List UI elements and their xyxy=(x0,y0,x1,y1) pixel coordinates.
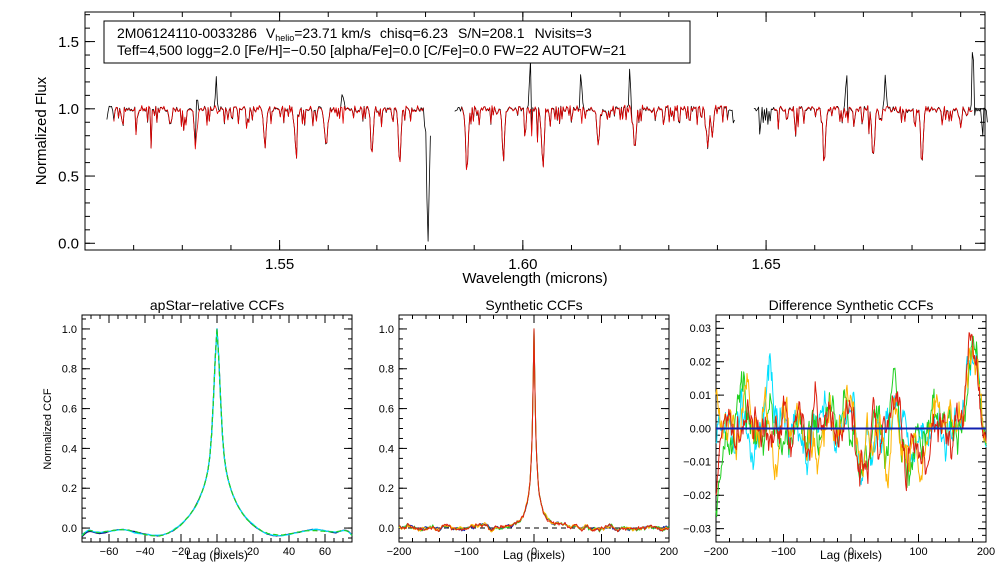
synthetic-title: Synthetic CCFs xyxy=(485,297,582,313)
apstar-frame xyxy=(81,314,353,543)
x-tick-label: 100 xyxy=(909,546,927,558)
apstar-ticks: −60 −40 −20 0 20 40 60 0.0 0.2 0.4 0.6 0.8 1.0 xyxy=(62,315,353,558)
synthetic-ticks: −200 −100 0 100 200 0.0 0.2 0.4 0.6 0.8 1.0 xyxy=(379,315,678,558)
y-tick-label: 0.8 xyxy=(379,364,394,376)
x-tick-label: 60 xyxy=(319,546,331,558)
y-tick-label: 1.5 xyxy=(58,34,79,51)
ccf-line-visit-3 xyxy=(81,328,353,537)
x-tick-label: −20 xyxy=(172,546,191,558)
y-tick-label: 0.01 xyxy=(690,390,711,402)
model-spectrum xyxy=(773,105,973,162)
y-tick-label: 0.0 xyxy=(379,523,394,535)
x-tick-label: −40 xyxy=(136,546,155,558)
x-tick-label: 0 xyxy=(214,546,220,558)
x-tick-label: −100 xyxy=(771,546,796,558)
spectrum-ticks: 1.55 1.60 1.65 0.0 0.5 1.0 1.5 xyxy=(58,12,985,273)
vhelio-subscript: helio xyxy=(275,33,294,43)
model-spectrum xyxy=(461,104,728,171)
x-tick-label: 20 xyxy=(247,546,259,558)
y-tick-label: 0.02 xyxy=(690,357,711,369)
synthetic-xlabel: Lag (pixels) xyxy=(503,548,565,562)
x-tick-label: −100 xyxy=(454,546,479,558)
y-tick-label: −0.03 xyxy=(683,523,711,535)
star-id: 2M06124110-0033286 xyxy=(117,25,257,41)
info-box xyxy=(103,20,691,64)
vhelio-value: =23.71 km/s xyxy=(294,25,371,41)
vhelio-prefix: V xyxy=(266,25,276,41)
y-tick-label: 0.4 xyxy=(379,443,394,455)
spectrum-panel: 1.55 1.60 1.65 0.0 0.5 1.0 1.5 Normalized Flux… xyxy=(33,11,988,287)
chisq-value: chisq=6.23 xyxy=(380,25,448,41)
difference-xlabel: Lag (pixels) xyxy=(820,548,882,562)
ccf-line-visit-1 xyxy=(81,328,353,538)
y-tick-label: 0.00 xyxy=(690,423,711,435)
x-tick-label: −200 xyxy=(387,546,412,558)
y-tick-label: 0.2 xyxy=(62,483,77,495)
ccf-line-visit-2 xyxy=(81,328,353,537)
y-tick-label: 1.0 xyxy=(379,324,394,336)
x-tick-label: 1.55 xyxy=(265,256,294,273)
apstar-ylabel: Normalized CCF xyxy=(42,388,54,470)
spectrum-curves xyxy=(106,52,988,242)
synthetic-ccf-s4 xyxy=(398,328,670,533)
difference-ticks: −200 −100 0 100 200 −0.03 −0.02 −0.01 0.00 0.01 0.… xyxy=(683,314,995,558)
apstar-title: apStar−relative CCFs xyxy=(150,297,284,313)
nvisits-value: Nvisits=3 xyxy=(535,25,592,41)
difference-ccf-d1 xyxy=(715,343,987,486)
y-tick-label: 0.03 xyxy=(690,323,711,335)
y-tick-label: −0.02 xyxy=(683,490,711,502)
y-tick-label: 0.4 xyxy=(62,443,77,455)
x-tick-label: −200 xyxy=(704,546,729,558)
y-tick-label: 0.5 xyxy=(58,168,79,185)
apstar-ccf-panel: −60 −40 −20 0 20 40 60 0.0 0.2 0.4 0.6 0.8 1.0 apSta… xyxy=(42,297,353,562)
x-tick-label: 200 xyxy=(660,546,678,558)
y-tick-label: 1.0 xyxy=(58,101,79,118)
spectrum-xlabel: Wavelength (microns) xyxy=(462,270,607,287)
info-line-2: Teff=4,500 logg=2.0 [Fe/H]=−0.50 [alpha/… xyxy=(117,42,626,58)
y-tick-label: 0.6 xyxy=(379,403,394,415)
x-tick-label: 1.60 xyxy=(508,256,537,273)
y-tick-label: 0.0 xyxy=(58,236,79,253)
sn-value: S/N=208.1 xyxy=(458,25,525,41)
y-tick-label: 0.2 xyxy=(379,483,394,495)
synthetic-ccf-panel: −200 −100 0 100 200 0.0 0.2 0.4 0.6 0.8 1.0 Synthe… xyxy=(379,297,678,562)
y-tick-label: 0.0 xyxy=(62,523,77,535)
info-line-1: 2M06124110-0033286 Vhelio=23.71 km/s chisq… xyxy=(117,25,592,43)
x-tick-label: 0 xyxy=(531,546,537,558)
difference-ccf-d3 xyxy=(715,345,987,489)
y-tick-label: 0.8 xyxy=(62,364,77,376)
y-tick-label: −0.01 xyxy=(683,457,711,469)
spectrum-ylabel: Normalized Flux xyxy=(33,76,50,185)
x-tick-label: 100 xyxy=(592,546,610,558)
x-tick-label: 40 xyxy=(283,546,295,558)
synthetic-curves xyxy=(398,328,670,533)
x-tick-label: −60 xyxy=(100,546,119,558)
x-tick-label: 1.65 xyxy=(751,256,780,273)
difference-curves xyxy=(715,332,987,518)
difference-ccf-panel: −200 −100 0 100 200 −0.03 −0.02 −0.01 0.00 0.01 0.… xyxy=(683,297,995,562)
difference-title: Difference Synthetic CCFs xyxy=(769,297,934,313)
observed-spectrum xyxy=(753,52,988,161)
y-tick-label: 0.6 xyxy=(62,403,77,415)
difference-ccf-d4 xyxy=(715,332,987,496)
observed-spectrum xyxy=(106,76,431,242)
apstar-xlabel: Lag (pixels) xyxy=(186,548,248,562)
apstar-curves xyxy=(81,328,353,538)
y-tick-label: 1.0 xyxy=(62,324,77,336)
spectrum-frame xyxy=(84,11,986,251)
x-tick-label: 200 xyxy=(977,546,995,558)
x-tick-label: 0 xyxy=(848,546,854,558)
model-spectrum xyxy=(113,105,424,163)
